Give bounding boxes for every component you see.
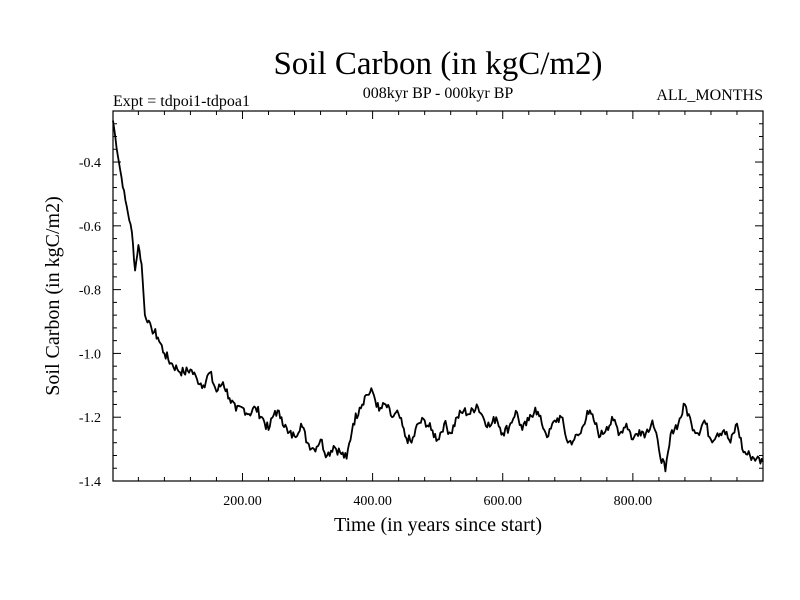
plot-frame [112,110,764,482]
x-tick-label: 200.00 [223,494,262,509]
x-tick-label: 400.00 [353,494,392,509]
y-tick-label: -0.4 [79,156,101,171]
x-tick-label: 600.00 [483,494,522,509]
subtitle-experiment: Expt = tdpoi1-tdpoa1 [113,93,250,110]
chart-title: Soil Carbon (in kgC/m2) [273,46,602,82]
y-tick-label: -0.8 [79,284,101,299]
x-tick-label: 800.00 [614,494,653,509]
y-axis-label: Soil Carbon (in kgC/m2) [42,196,64,395]
y-tick-label: -1.4 [79,475,101,490]
y-tick-label: -1.2 [79,411,101,426]
axis-ticks [113,110,763,482]
soil-carbon-series-line [112,120,764,473]
subtitle-period: 008kyr BP - 000kyr BP [363,85,514,102]
y-tick-label: -0.6 [79,220,101,235]
y-tick-label: -1.0 [79,347,101,362]
tick-labels: 200.00 400.00 600.00 800.00 -0.4 -0.6 -0.8 -1.0… [79,156,652,509]
subtitle-months: ALL_MONTHS [656,87,763,104]
x-axis-label: Time (in years since start) [334,514,542,536]
